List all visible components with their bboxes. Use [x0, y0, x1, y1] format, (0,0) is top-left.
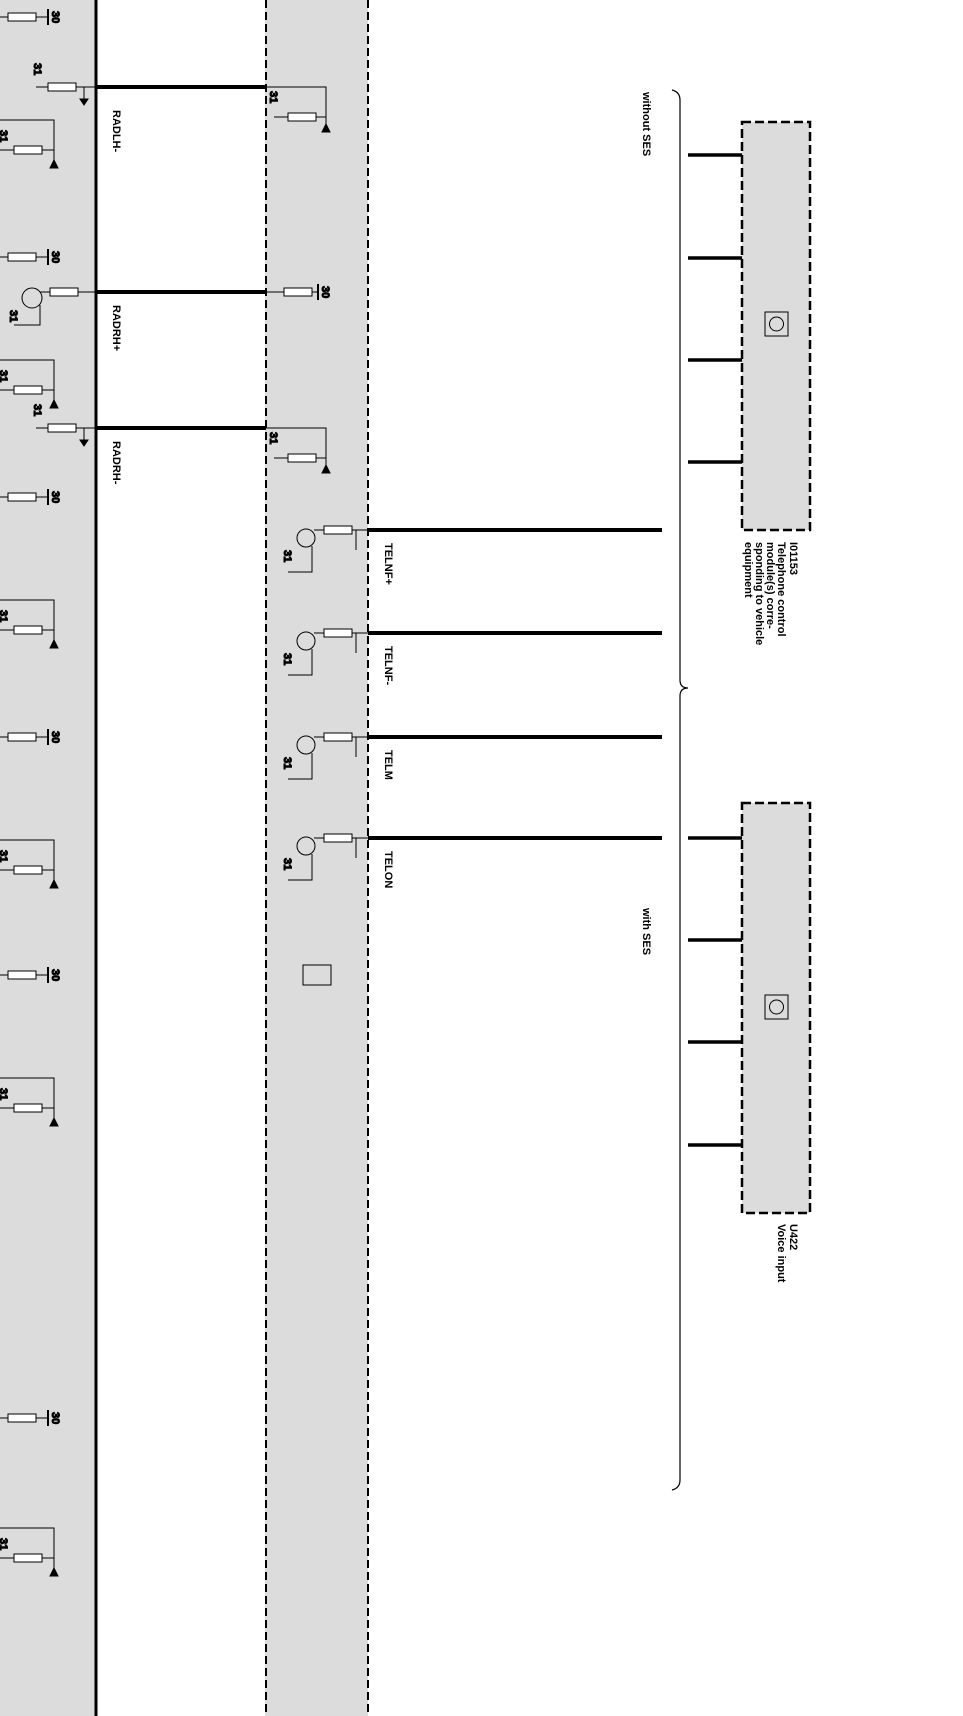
- label-telnf-plus: TELNF+: [382, 543, 394, 585]
- pin-31-label: 31: [267, 432, 279, 444]
- ground-icon: [49, 158, 59, 169]
- module-name-line: module(s) corre-: [764, 542, 776, 629]
- resistor-icon: [13, 865, 43, 875]
- pin-31-label: 31: [31, 404, 43, 416]
- label-radlh-minus: RADLH-: [110, 110, 122, 152]
- pin-31-label: 31: [281, 653, 293, 665]
- resistor-icon: [13, 1103, 43, 1113]
- module-name-line: sponding to vehicle: [753, 542, 765, 645]
- variant-brace: [671, 89, 689, 1491]
- resistor-icon: [47, 423, 77, 433]
- resistor-icon: [287, 453, 317, 463]
- resistor-icon: [47, 82, 77, 92]
- resistor-icon: [287, 112, 317, 122]
- module-name-line: Telephone control: [775, 542, 787, 637]
- resistor-icon: [13, 385, 43, 395]
- module-telephone-control: [740, 120, 812, 532]
- pin-30-label: 30: [49, 491, 61, 503]
- transistor-icon: [296, 528, 316, 548]
- middle-control-unit: [265, 0, 368, 1716]
- resistor-icon: [7, 252, 37, 262]
- label-telon: TELON: [382, 851, 394, 888]
- resistor-icon: [13, 145, 43, 155]
- module-name-line: Voice input: [775, 1224, 787, 1283]
- left-control-unit: [0, 0, 95, 1716]
- ground-icon: [321, 463, 331, 474]
- pin-31-label: 31: [0, 370, 9, 382]
- resistor-icon: [323, 732, 353, 742]
- pin-30-label: 30: [49, 731, 61, 743]
- resistor-icon: [7, 970, 37, 980]
- module-id-u422: U422: [787, 1224, 799, 1250]
- transistor-icon: [296, 836, 316, 856]
- module-name-line: equipment: [742, 542, 754, 598]
- label-telnf-minus: TELNF-: [382, 646, 394, 685]
- pin-31-label: 31: [281, 757, 293, 769]
- resistor-icon: [7, 732, 37, 742]
- resistor-icon: [7, 12, 37, 22]
- label-radrh-minus: RADRH-: [110, 441, 122, 485]
- transistor-icon: [21, 287, 43, 309]
- pin-31-label: 31: [0, 610, 9, 622]
- ground-icon: [49, 1566, 59, 1577]
- label-with-ses: with SES: [640, 907, 652, 955]
- pin-30-label: 30: [49, 11, 61, 23]
- pin-30-label: 30: [319, 286, 331, 298]
- transistor-icon: [296, 735, 316, 755]
- pin-31-label: 31: [0, 850, 9, 862]
- ground-icon: [49, 398, 59, 409]
- resistor-icon: [13, 1553, 43, 1563]
- pin-30-label: 30: [49, 969, 61, 981]
- ground-icon: [321, 122, 331, 133]
- resistor-icon: [7, 1413, 37, 1423]
- pin-30-label: 30: [49, 1412, 61, 1424]
- resistor-icon: [323, 833, 353, 843]
- label-radrh-plus: RADRH+: [110, 305, 122, 351]
- module-id-i01153: I01153: [787, 542, 799, 575]
- pin-31-label: 31: [281, 550, 293, 562]
- resistor-icon: [283, 287, 313, 297]
- ground-icon: [49, 878, 59, 889]
- ground-icon: [49, 638, 59, 649]
- arrow-icon: [79, 439, 89, 447]
- label-without-ses: without SES: [640, 91, 652, 156]
- pin-31-label: 31: [0, 1538, 9, 1550]
- resistor-icon: [49, 287, 79, 297]
- pin-31-label: 31: [267, 91, 279, 103]
- transistor-icon: [296, 631, 316, 651]
- pin-31-label: 31: [0, 130, 9, 142]
- pin-30-label: 30: [49, 251, 61, 263]
- arrow-icon: [79, 98, 89, 106]
- pin-31-label: 31: [281, 858, 293, 870]
- resistor-icon: [13, 625, 43, 635]
- ground-icon: [49, 1116, 59, 1127]
- module-voice-input: [740, 801, 812, 1215]
- resistor-icon: [7, 492, 37, 502]
- pin-31-label: 31: [7, 310, 19, 322]
- pin-31-label: 31: [0, 1088, 9, 1100]
- label-telm: TELM: [382, 750, 394, 780]
- connector-icon: [302, 964, 332, 986]
- pin-31-label: 31: [31, 63, 43, 75]
- module-symbol-icon: [764, 311, 789, 337]
- resistor-icon: [323, 628, 353, 638]
- module-symbol-icon: [764, 994, 789, 1020]
- resistor-icon: [323, 525, 353, 535]
